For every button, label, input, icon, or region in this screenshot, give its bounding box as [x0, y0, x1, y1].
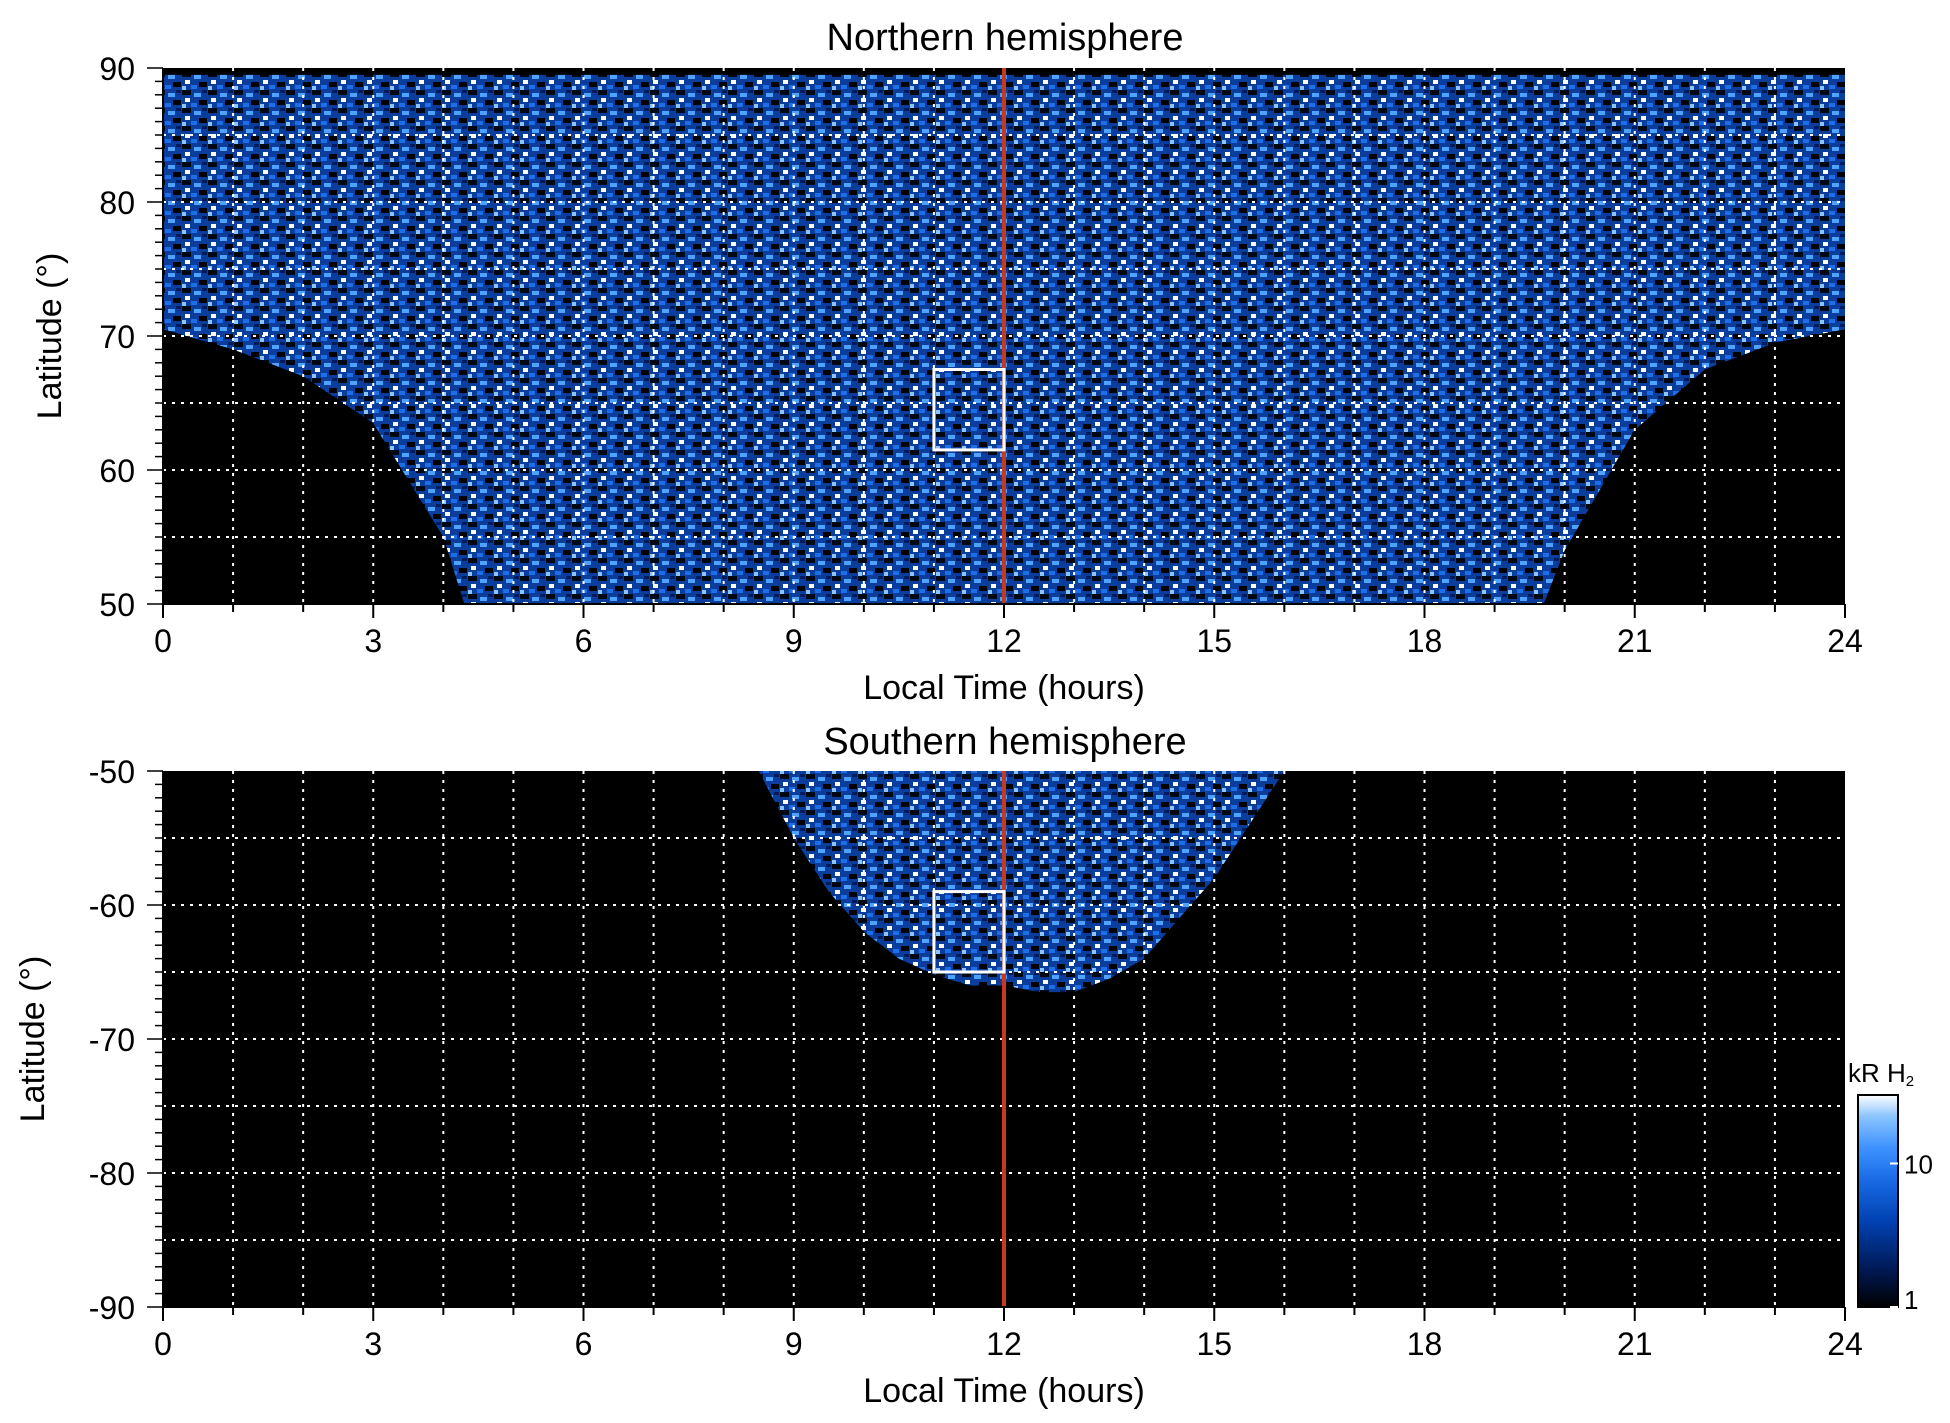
- south-x-tick-label: 24: [1827, 1326, 1863, 1362]
- south-title: Southern hemisphere: [823, 721, 1186, 763]
- south-highlight-box: [932, 890, 1006, 974]
- southern-hemisphere-panel: Southern hemisphere 0 3 6 9 12 15 18 21 24 -50 -60…: [14, 721, 1863, 1410]
- north-x-tick-label: 9: [785, 623, 803, 659]
- south-x-tick-label: 9: [785, 1326, 803, 1362]
- north-x-tick-label: 24: [1827, 623, 1863, 659]
- north-y-tick-label: 80: [99, 185, 135, 221]
- south-y-tick-label: -60: [89, 888, 135, 924]
- south-x-tick-label: 15: [1196, 1326, 1232, 1362]
- colorbar: kR H2 10 1: [1848, 1058, 1933, 1315]
- south-x-tick-label: 0: [154, 1326, 172, 1362]
- north-y-tick-label: 50: [99, 587, 135, 623]
- colorbar-title-subscript: 2: [1906, 1073, 1914, 1090]
- north-y-tick-label: 60: [99, 453, 135, 489]
- north-x-tick-label: 21: [1617, 623, 1653, 659]
- north-y-tick-label: 70: [99, 319, 135, 355]
- south-axes: 0 3 6 9 12 15 18 21 24 -50 -60 -70 -80 -90: [89, 754, 1863, 1362]
- northern-hemisphere-panel: Northern hemisphere 0 3 6 9 12 15 18 21 24 50 60 70…: [31, 17, 1863, 707]
- south-y-tick-label: -80: [89, 1156, 135, 1192]
- south-y-tick-label: -90: [89, 1290, 135, 1326]
- north-x-tick-label: 6: [575, 623, 593, 659]
- north-grid: [163, 68, 1845, 604]
- south-x-tick-label: 18: [1407, 1326, 1443, 1362]
- colorbar-ticks: 10 1: [1890, 1149, 1933, 1315]
- south-x-tick-label: 21: [1617, 1326, 1653, 1362]
- colorbar-gradient: [1857, 1094, 1899, 1308]
- south-xlabel: Local Time (hours): [863, 1372, 1145, 1410]
- north-x-tick-label: 18: [1407, 623, 1443, 659]
- south-x-tick-label: 6: [575, 1326, 593, 1362]
- colorbar-tick-label: 1: [1904, 1285, 1918, 1315]
- north-x-tick-label: 12: [986, 623, 1022, 659]
- north-title: Northern hemisphere: [827, 17, 1184, 59]
- north-y-tick-label: 90: [99, 51, 135, 87]
- north-xlabel: Local Time (hours): [863, 669, 1145, 707]
- colorbar-title-main: kR H: [1848, 1058, 1906, 1088]
- north-ylabel: Latitude (°): [31, 253, 69, 420]
- south-emission-coverage: [758, 771, 1285, 993]
- north-highlight-box: [932, 368, 1006, 452]
- south-ylabel: Latitude (°): [14, 956, 52, 1123]
- colorbar-tick-label: 10: [1904, 1149, 1933, 1179]
- north-axes: 0 3 6 9 12 15 18 21 24 50 60 70 80 90: [99, 51, 1862, 659]
- colorbar-title: kR H2: [1848, 1058, 1914, 1090]
- south-grid: [163, 771, 1845, 1307]
- south-y-tick-label: -70: [89, 1022, 135, 1058]
- south-x-tick-label: 12: [986, 1326, 1022, 1362]
- south-y-tick-label: -50: [89, 754, 135, 790]
- south-x-tick-label: 3: [364, 1326, 382, 1362]
- north-x-tick-label: 0: [154, 623, 172, 659]
- north-x-tick-label: 15: [1196, 623, 1232, 659]
- north-x-tick-label: 3: [364, 623, 382, 659]
